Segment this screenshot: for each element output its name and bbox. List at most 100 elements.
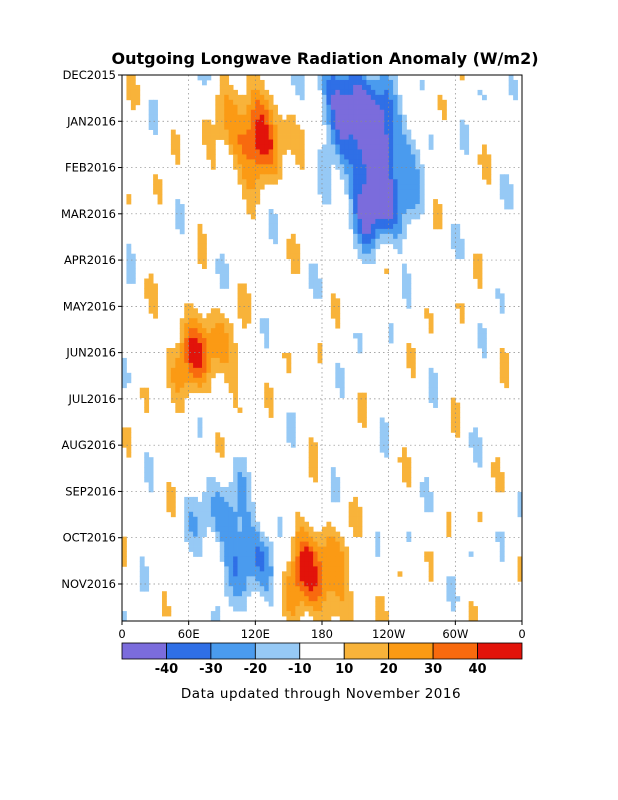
anomaly-cell	[504, 199, 510, 205]
anomaly-cell	[362, 199, 367, 205]
anomaly-cell	[299, 516, 305, 523]
anomaly-cell	[286, 571, 292, 577]
anomaly-cell	[455, 303, 461, 309]
anomaly-cell	[188, 546, 194, 552]
anomaly-cell	[215, 134, 221, 140]
anomaly-cell	[215, 328, 221, 334]
anomaly-cell	[224, 343, 230, 349]
anomaly-cell	[384, 139, 390, 145]
anomaly-cell	[437, 218, 443, 225]
anomaly-cell	[330, 467, 336, 473]
anomaly-cell	[202, 511, 207, 518]
anomaly-cell	[130, 79, 136, 86]
anomaly-cell	[428, 313, 434, 319]
anomaly-cell	[370, 169, 376, 175]
anomaly-cell	[402, 154, 407, 160]
anomaly-cell	[433, 204, 438, 210]
anomaly-cell	[406, 457, 412, 463]
anomaly-cell	[246, 99, 252, 106]
anomaly-cell	[224, 536, 230, 542]
anomaly-cell	[362, 243, 367, 250]
anomaly-cell	[304, 596, 310, 602]
anomaly-cell	[237, 571, 243, 577]
anomaly-cell	[477, 159, 483, 165]
anomaly-cell	[224, 99, 230, 106]
anomaly-cell	[246, 139, 252, 145]
anomaly-cell	[326, 596, 332, 602]
anomaly-cell	[126, 278, 132, 284]
anomaly-cell	[215, 114, 221, 121]
anomaly-cell	[335, 591, 341, 597]
anomaly-cell	[242, 541, 247, 547]
anomaly-cell	[219, 511, 225, 518]
anomaly-cell	[126, 437, 132, 443]
anomaly-cell	[384, 218, 390, 225]
anomaly-cell	[210, 516, 216, 523]
anomaly-cell	[233, 546, 238, 552]
anomaly-cell	[290, 601, 296, 607]
anomaly-cell	[224, 526, 230, 533]
anomaly-cell	[126, 427, 132, 433]
anomaly-cell	[433, 392, 438, 399]
anomaly-cell	[517, 571, 522, 577]
anomaly-cell	[295, 511, 301, 518]
anomaly-cell	[250, 576, 256, 582]
anomaly-cell	[330, 611, 336, 617]
anomaly-cell	[193, 541, 198, 547]
anomaly-cell	[237, 586, 243, 592]
anomaly-cell	[268, 139, 274, 145]
anomaly-cell	[375, 119, 381, 126]
anomaly-cell	[206, 139, 212, 145]
anomaly-cell	[264, 169, 270, 175]
anomaly-cell	[406, 189, 412, 195]
anomaly-cell	[370, 144, 376, 150]
anomaly-cell	[268, 566, 274, 572]
anomaly-cell	[348, 134, 354, 140]
anomaly-cell	[357, 511, 363, 518]
anomaly-cell	[144, 397, 150, 403]
anomaly-cell	[450, 586, 456, 592]
anomaly-cell	[175, 144, 181, 150]
anomaly-cell	[193, 318, 198, 324]
anomaly-cell	[348, 139, 354, 145]
anomaly-cell	[237, 546, 243, 552]
anomaly-cell	[228, 338, 234, 344]
anomaly-cell	[224, 551, 230, 557]
anomaly-cell	[286, 119, 292, 126]
anomaly-cell	[455, 412, 461, 418]
anomaly-cell	[482, 159, 487, 165]
anomaly-cell	[144, 278, 150, 284]
anomaly-cell	[268, 387, 274, 394]
anomaly-cell	[219, 278, 225, 284]
anomaly-cell	[250, 104, 256, 111]
anomaly-cell	[210, 343, 216, 349]
anomaly-cell	[393, 228, 398, 235]
anomaly-cell	[357, 119, 363, 126]
anomaly-cell	[228, 333, 234, 339]
anomaly-cell	[246, 159, 252, 165]
anomaly-cell	[375, 551, 381, 557]
anomaly-cell	[259, 89, 265, 96]
anomaly-cell	[379, 124, 385, 130]
anomaly-cell	[242, 154, 247, 160]
anomaly-cell	[384, 144, 390, 150]
anomaly-cell	[295, 253, 301, 260]
anomaly-cell	[170, 511, 176, 518]
anomaly-cell	[197, 501, 203, 508]
anomaly-cell	[362, 99, 367, 106]
anomaly-cell	[357, 79, 363, 86]
anomaly-cell	[242, 99, 247, 106]
anomaly-cell	[242, 546, 247, 552]
anomaly-cell	[255, 551, 261, 557]
anomaly-cell	[366, 114, 372, 121]
anomaly-cell	[388, 149, 394, 155]
anomaly-cell	[490, 467, 496, 473]
anomaly-cell	[344, 99, 350, 106]
anomaly-cell	[242, 501, 247, 508]
anomaly-cell	[424, 491, 430, 498]
anomaly-cell	[477, 338, 483, 344]
anomaly-cell	[264, 387, 270, 394]
anomaly-cell	[304, 601, 310, 607]
anomaly-cell	[277, 174, 283, 180]
anomaly-cell	[330, 601, 336, 607]
